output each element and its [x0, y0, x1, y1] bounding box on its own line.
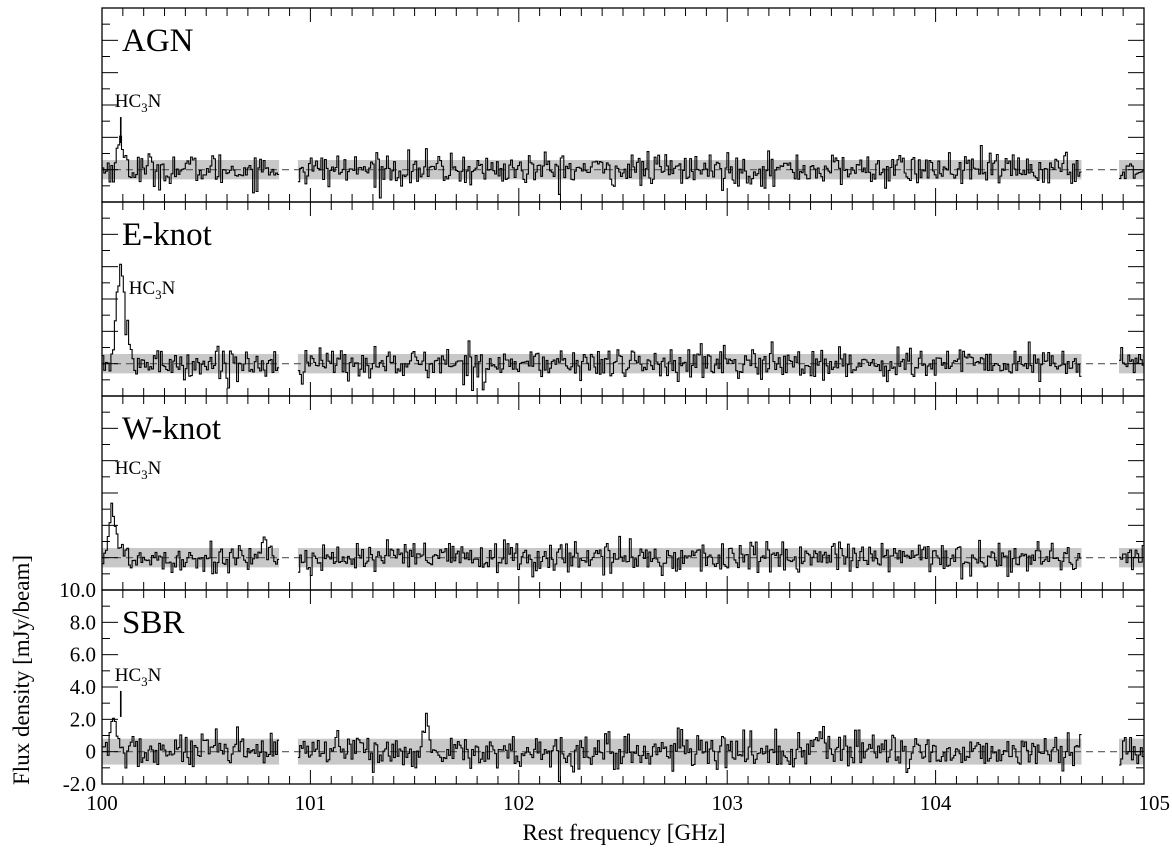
y-tick-label: 6.0	[70, 643, 96, 667]
panel-w-knot: W-knot HC3N	[102, 396, 1144, 590]
y-tick-label: 0	[86, 740, 97, 764]
x-axis-title: Rest frequency [GHz]	[522, 820, 725, 845]
y-tick-label: 4.0	[70, 675, 96, 699]
panel-agn: AGN HC3N	[102, 8, 1144, 202]
x-tick-label: 100	[86, 791, 118, 815]
y-tick-label: 2.0	[70, 707, 96, 731]
y-tick-label: 8.0	[70, 610, 96, 634]
x-tick-label: 103	[711, 791, 743, 815]
x-tick-label: 102	[503, 791, 535, 815]
panels-layer: AGNHC3NE-knotHC3NW-knotHC3NSBRHC3N-2.002…	[59, 8, 1170, 815]
x-tick-label: 105	[1139, 791, 1171, 815]
x-tick-label: 101	[295, 791, 327, 815]
line-label-hc3n: HC3N	[129, 278, 176, 302]
y-axis-title: Flux density [mJy/beam]	[9, 555, 34, 785]
x-tick-label: 104	[920, 791, 952, 815]
y-tick-label: 10.0	[59, 578, 96, 602]
panel-sbr: SBR HC3N	[102, 590, 1144, 784]
line-label-hc3n: HC3N	[115, 91, 162, 115]
line-label-hc3n: HC3N	[115, 665, 162, 689]
panel-title: E-knot	[122, 217, 212, 253]
panel-e-knot: E-knot HC3N	[102, 202, 1144, 396]
line-label-hc3n: HC3N	[115, 458, 162, 482]
panel-title: W-knot	[122, 411, 221, 447]
panel-title: AGN	[122, 23, 194, 59]
panel-title: SBR	[122, 605, 184, 641]
